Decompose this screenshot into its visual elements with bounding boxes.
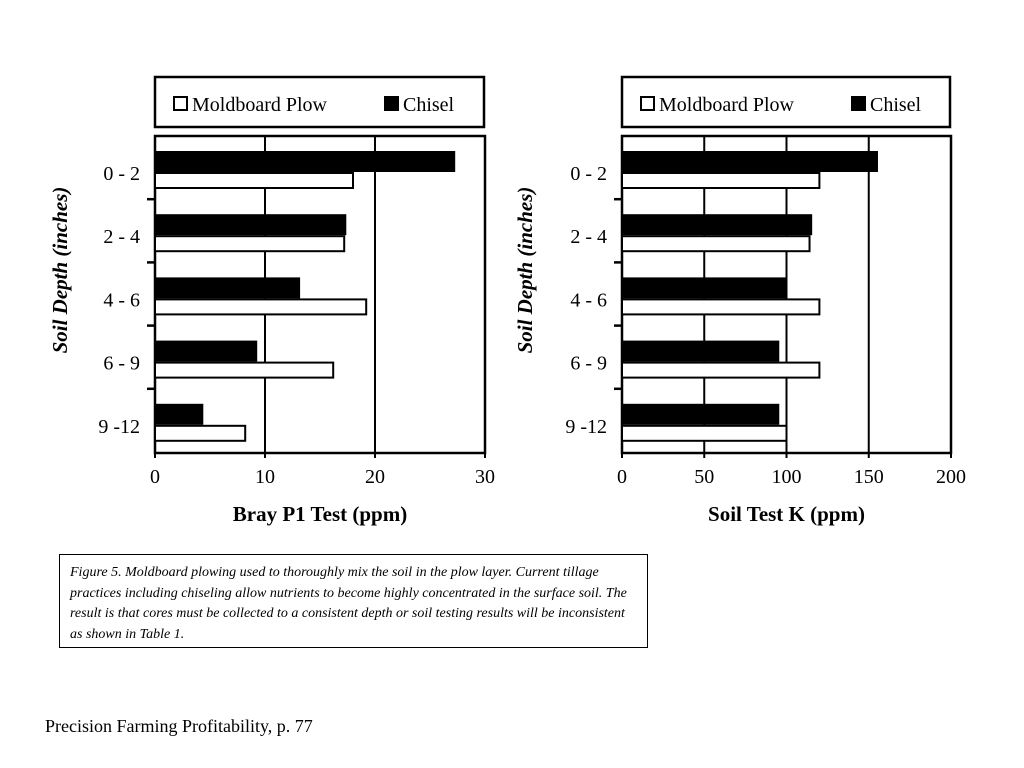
x-tick-label: 150 bbox=[854, 466, 884, 488]
legend-label: Moldboard Plow bbox=[192, 94, 328, 116]
legend-box bbox=[153, 75, 486, 129]
y-category-label: 6 - 9 bbox=[103, 353, 140, 375]
legend-label: Chisel bbox=[403, 94, 455, 116]
y-category-label: 4 - 6 bbox=[570, 289, 607, 311]
bar-chisel bbox=[621, 151, 878, 172]
bar-moldboard bbox=[621, 361, 821, 379]
y-category-label: 2 - 4 bbox=[570, 226, 607, 248]
x-tick-label: 20 bbox=[365, 466, 385, 488]
bar-chisel bbox=[621, 340, 780, 362]
bar-chisel bbox=[621, 277, 788, 299]
bar-moldboard bbox=[154, 298, 368, 316]
bar-chisel bbox=[621, 403, 780, 425]
bar-moldboard bbox=[154, 424, 247, 442]
bar-chisel bbox=[154, 340, 258, 362]
bar-chisel bbox=[154, 214, 347, 236]
chart-2: Moldboard Plow Chisel 0 50 100 150 200 0 - 2 2 -… bbox=[513, 75, 966, 526]
legend-swatch bbox=[384, 96, 399, 111]
bar-moldboard bbox=[621, 235, 811, 253]
chart-1: Moldboard Plow Chisel 0 10 20 30 0 - 2 2 - 4 4 -… bbox=[48, 75, 495, 526]
legend-swatch bbox=[640, 96, 655, 111]
y-axis-label: Soil Depth (inches) bbox=[513, 187, 537, 354]
x-tick-label: 30 bbox=[475, 466, 495, 488]
bar-chisel bbox=[154, 151, 456, 172]
page-footer: Precision Farming Profitability, p. 77 bbox=[45, 716, 313, 736]
legend-box bbox=[620, 75, 952, 129]
y-category-label: 6 - 9 bbox=[570, 353, 607, 375]
bar-moldboard bbox=[621, 172, 821, 189]
x-axis-label: Soil Test K (ppm) bbox=[708, 502, 865, 526]
x-tick-label: 0 bbox=[150, 466, 160, 488]
bar-moldboard bbox=[154, 235, 346, 253]
x-axis-label: Bray P1 Test (ppm) bbox=[233, 502, 407, 526]
bar-moldboard bbox=[154, 361, 335, 379]
bar-chisel bbox=[621, 214, 813, 236]
bar-chisel bbox=[154, 277, 301, 299]
charts-canvas: Moldboard Plow Chisel 0 10 20 30 0 - 2 2 - 4 4 -… bbox=[48, 75, 966, 526]
y-category-label: 0 - 2 bbox=[570, 163, 607, 185]
x-tick-label: 200 bbox=[936, 466, 966, 488]
y-category-label: 4 - 6 bbox=[103, 289, 140, 311]
x-tick-label: 100 bbox=[772, 466, 802, 488]
y-category-label: 2 - 4 bbox=[103, 226, 140, 248]
bar-moldboard bbox=[621, 298, 821, 316]
legend-swatch bbox=[851, 96, 866, 111]
x-tick-label: 50 bbox=[694, 466, 714, 488]
figure-caption: Figure 5. Moldboard plowing used to thor… bbox=[59, 554, 648, 648]
legend-label: Moldboard Plow bbox=[659, 94, 795, 116]
bar-moldboard bbox=[621, 424, 788, 442]
bar-chisel bbox=[154, 403, 204, 425]
legend-label: Chisel bbox=[870, 94, 922, 116]
x-tick-label: 0 bbox=[617, 466, 627, 488]
bar-moldboard bbox=[154, 172, 354, 189]
x-tick-label: 10 bbox=[255, 466, 275, 488]
y-category-label: 9 -12 bbox=[98, 416, 140, 438]
y-category-label: 0 - 2 bbox=[103, 163, 140, 185]
y-axis-label: Soil Depth (inches) bbox=[48, 187, 72, 354]
legend-swatch bbox=[173, 96, 188, 111]
y-category-label: 9 -12 bbox=[565, 416, 607, 438]
